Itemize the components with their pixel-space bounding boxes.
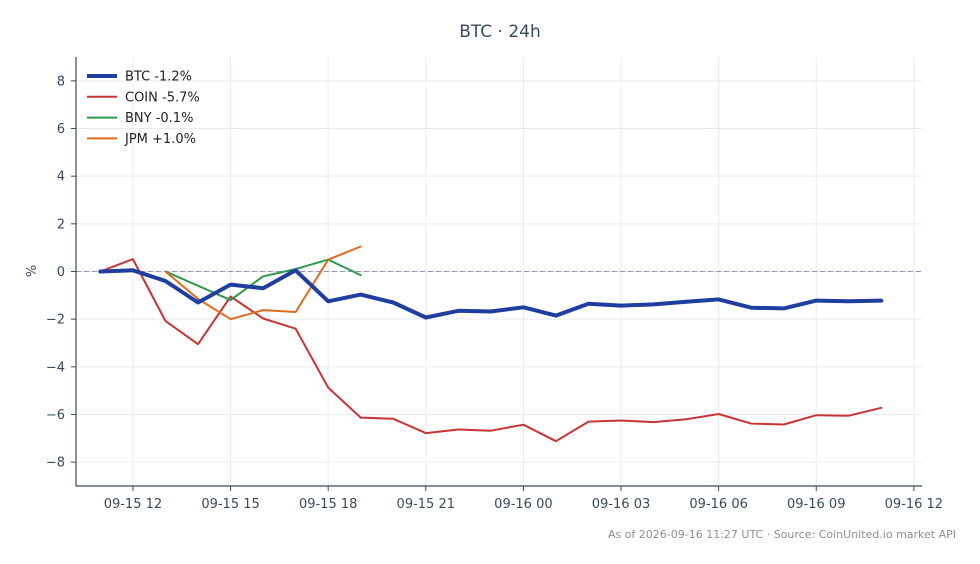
- y-tick-label: 4: [57, 170, 65, 185]
- x-tick-label: 09-16 09: [787, 497, 845, 512]
- y-tick-label: −4: [46, 360, 65, 375]
- y-tick-label: 2: [57, 217, 65, 232]
- x-tick-label: 09-16 00: [494, 497, 552, 512]
- axes: [71, 57, 922, 491]
- y-tick-label: −6: [46, 408, 65, 423]
- chart-title: BTC · 24h: [459, 22, 541, 42]
- y-tick-label: −2: [46, 313, 65, 328]
- y-tick-label: −8: [46, 456, 65, 471]
- y-tick-label: 8: [57, 74, 65, 89]
- legend-label: JPM +1.0%: [124, 132, 196, 147]
- grid: [76, 57, 922, 486]
- series-line-jpm: [164, 245, 362, 321]
- legend-label: BNY -0.1%: [125, 111, 193, 126]
- x-tick-label: 09-15 15: [201, 497, 259, 512]
- legend-label: COIN -5.7%: [125, 90, 200, 105]
- y-tick-label: 6: [57, 122, 65, 137]
- x-tick-label: 09-15 12: [104, 497, 162, 512]
- x-tick-label: 09-16 12: [885, 497, 943, 512]
- x-tick-label: 09-16 03: [592, 497, 650, 512]
- series-line-coin: [99, 258, 883, 443]
- y-tick-label: 0: [57, 265, 65, 280]
- series-line-bny: [164, 258, 362, 302]
- y-tick-labels: −8 −6 −4 −2 0 2 4 6 8: [46, 74, 65, 470]
- legend: BTC -1.2% COIN -5.7% BNY -0.1% JPM +1.0%: [87, 70, 200, 147]
- footer-source: As of 2026-09-16 11:27 UTC · Source: Coi…: [608, 528, 956, 541]
- series-line-btc: [98, 268, 884, 320]
- x-tick-label: 09-15 21: [397, 497, 455, 512]
- y-axis-label: %: [25, 265, 40, 277]
- legend-label: BTC -1.2%: [125, 70, 192, 85]
- series-lines: [98, 245, 884, 443]
- x-tick-label: 09-16 06: [689, 497, 747, 512]
- x-tick-label: 09-15 18: [299, 497, 357, 512]
- x-tick-labels: 09-15 12 09-15 15 09-15 18 09-15 21 09-16 00…: [104, 497, 943, 512]
